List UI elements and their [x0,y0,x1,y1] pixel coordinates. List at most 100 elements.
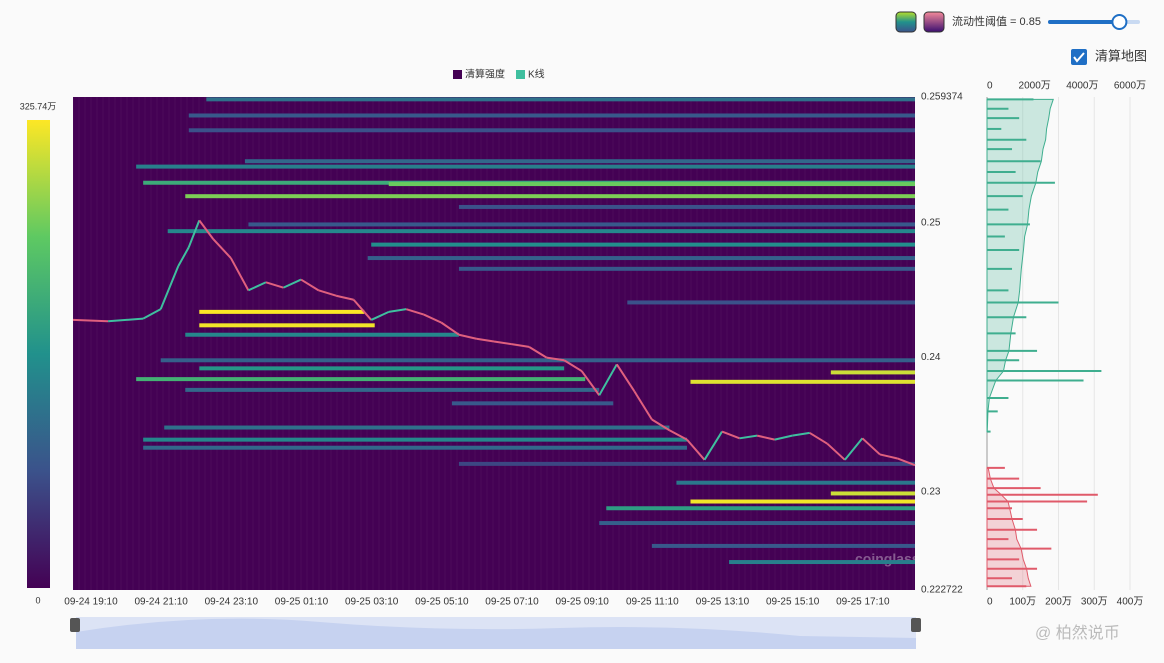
kline-segment [563,359,583,372]
liquidity-band [606,506,915,511]
kline-segment [265,281,284,289]
liquidity-band [367,256,915,261]
liquidity-band [199,323,375,328]
toggle-label[interactable]: 清算地图 [1095,48,1147,63]
colorbar-label: 0 [35,595,40,605]
threshold-label: 流动性阈值 = 0.85 [952,14,1041,28]
kline-segment [142,308,162,320]
liquidity-band [651,543,915,548]
x-tick-label: 09-24 21:10 [134,597,188,608]
liquidity-band [458,461,915,466]
legend-swatch [516,70,525,79]
cum-tick-label: 4000万 [1066,81,1098,92]
liquidity-band [185,332,459,337]
x-tick-label: 09-25 07:10 [485,597,539,608]
liquidity-band [388,182,915,187]
liquidity-band [458,204,915,209]
kline-segment [108,317,144,323]
cum-tick-label: 0 [987,81,993,92]
kline-segment [511,343,530,348]
liquidity-band [451,401,614,406]
legend-label: 清算强度 [465,68,505,81]
palette-viridis[interactable] [895,11,917,33]
kline-segment [633,390,653,420]
liquidity-band [690,499,915,504]
kline-segment [283,278,302,289]
cum-tick-label: 6000万 [1114,81,1146,92]
kline-segment [651,418,670,432]
liquidity-band [830,370,915,375]
logo: coinglass [855,551,920,567]
palette-magma[interactable] [923,11,945,33]
y-tick-label: 0.24 [921,352,941,363]
kline-segment [476,337,495,343]
kline-segment [247,281,267,292]
x-tick-label: 09-25 05:10 [415,597,469,608]
kline-segment [598,363,618,396]
liquidity-band [206,97,916,102]
y-tick-label: 0.222722 [921,585,963,596]
kline-segment [198,219,215,240]
kline-segment [528,345,548,359]
x-tick-label: 09-25 13:10 [696,597,750,608]
x-tick-label: 09-24 23:10 [205,597,259,608]
liquidity-band [185,194,915,199]
kline-segment [187,220,201,248]
kline-segment [546,356,565,362]
kline-segment [756,434,775,441]
kline-segment [405,308,425,316]
slider-knob[interactable] [1111,14,1128,30]
kline-segment [388,308,407,313]
liquidity-band [136,377,586,382]
colorbar-label: 325.74万 [20,101,57,111]
nav-handle[interactable] [70,618,80,632]
liquidity-band [160,358,916,363]
liquidity-band [185,387,600,392]
kline-segment [615,363,636,392]
amount-tick-label: 400万 [1117,597,1144,608]
kline-segment [177,246,190,267]
kline-segment [159,265,180,310]
liquidity-band [143,445,687,450]
kline-segment [229,257,250,291]
kline-segment [212,238,232,259]
amount-tick-label: 200万 [1045,597,1072,608]
kline-segment [897,457,916,467]
liquidity-band [188,113,915,118]
kline-segment [318,289,337,297]
nav-handle[interactable] [911,618,921,632]
legend-swatch [453,70,462,79]
liquidity-band [371,242,915,247]
liquidity-band [136,164,915,169]
kline-segment [703,431,723,461]
liquidity-band [729,560,915,565]
liquidity-band [599,521,915,526]
kline-segment [792,431,810,437]
navigator-area [76,618,916,649]
liquidity-band [248,222,915,227]
checkbox[interactable] [1071,49,1087,65]
kline-segment [774,434,793,441]
liquidity-band [199,309,365,314]
kline-segment [352,299,372,321]
colorbar [27,120,50,588]
x-tick-label: 09-25 11:10 [626,597,679,608]
x-tick-label: 09-25 01:10 [275,597,329,608]
liquidity-band [164,425,670,430]
x-tick-label: 09-25 09:10 [555,597,609,608]
liquidity-band [676,480,915,485]
kline-segment [580,370,601,396]
liquidity-band [188,128,915,133]
liquidity-band [143,437,687,442]
amount-tick-label: 0 [987,597,993,608]
kline-segment [879,453,898,460]
kline-segment [335,294,354,301]
watermark: @ 柏然说币 [1035,624,1120,642]
kline-segment [300,278,320,292]
liquidity-band [458,266,915,271]
liquidity-band [199,366,565,371]
kline-segment [72,318,109,323]
kline-segment [423,313,442,324]
x-tick-label: 09-25 15:10 [766,597,820,608]
